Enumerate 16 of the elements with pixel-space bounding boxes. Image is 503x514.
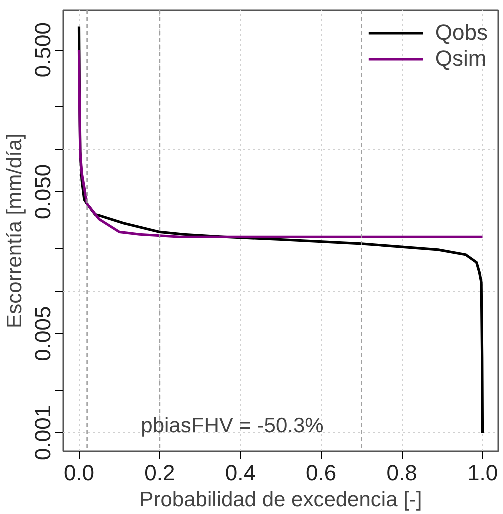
x-tick-label: 0.4	[225, 460, 256, 486]
x-tick-label: 0.6	[306, 460, 337, 486]
x-tick-label: 0.8	[386, 460, 418, 486]
y-axis-title: Escorrentía [mm/día]	[4, 134, 26, 328]
annotation: pbiasFHV = -50.3%	[141, 414, 324, 438]
y-tick-label: 0.500	[30, 22, 56, 78]
x-tick-label: 0.2	[144, 460, 176, 486]
x-tick-label: 0.0	[64, 460, 95, 486]
y-tick-label: 0.005	[30, 306, 56, 362]
line-series	[78, 48, 484, 238]
y-tick-label: 0.050	[30, 164, 56, 220]
y-tick-label: 0.001	[30, 405, 56, 460]
x-tick-label: 1.0	[467, 460, 498, 486]
legend-label: Qsim	[435, 46, 487, 72]
legend-label: Qobs	[435, 20, 488, 46]
x-axis-title: Probabilidad de excedencia [-]	[140, 488, 422, 512]
